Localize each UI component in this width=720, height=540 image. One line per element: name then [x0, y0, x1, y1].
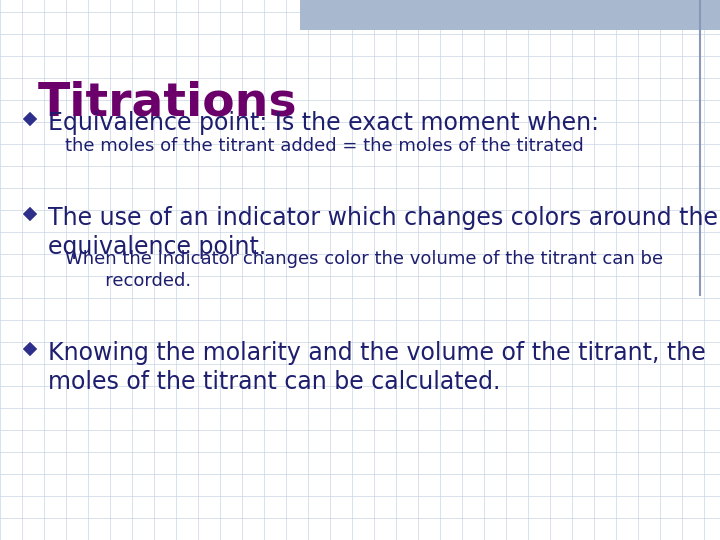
Text: Equivalence point: Is the exact moment when:: Equivalence point: Is the exact moment w…	[48, 111, 599, 135]
Polygon shape	[22, 341, 38, 357]
Polygon shape	[22, 206, 38, 222]
Text: The use of an indicator which changes colors around the
equivalence point.: The use of an indicator which changes co…	[48, 206, 718, 259]
Bar	[300, 0, 720, 30]
Text: the moles of the titrant added = the moles of the titrated: the moles of the titrant added = the mol…	[65, 137, 584, 155]
Text: Titrations: Titrations	[38, 80, 297, 125]
Text: When the indicator changes color the volume of the titrant can be
       recorde: When the indicator changes color the vol…	[65, 250, 663, 290]
Polygon shape	[22, 111, 38, 127]
Text: Knowing the molarity and the volume of the titrant, the
moles of the titrant can: Knowing the molarity and the volume of t…	[48, 341, 706, 394]
